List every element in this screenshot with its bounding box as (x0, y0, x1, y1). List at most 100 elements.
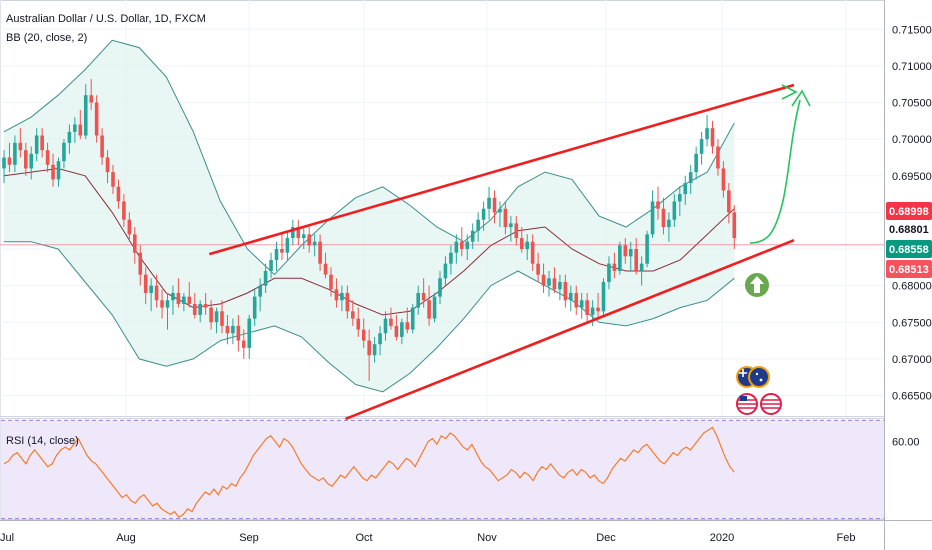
candle (645, 230, 649, 268)
candle-body (372, 344, 377, 356)
candle (634, 238, 638, 275)
candle-body (356, 318, 361, 330)
candle (541, 263, 546, 293)
candle (231, 318, 235, 345)
candle-body (454, 241, 459, 253)
candle (187, 281, 192, 308)
candle-body (389, 318, 393, 326)
price-tag-box (886, 240, 932, 258)
candle-body (443, 263, 448, 279)
candle-body (51, 164, 55, 180)
candle-body (345, 292, 350, 312)
candle (105, 150, 110, 184)
candle (182, 292, 186, 312)
candle-body (547, 278, 551, 286)
price-tag: 0.68558 (886, 240, 932, 258)
aud-flag-icon (736, 366, 770, 388)
candle-body (209, 307, 213, 323)
candle (607, 256, 611, 290)
price-tick-label: 0.67000 (892, 354, 932, 366)
candle-body (2, 157, 6, 169)
candle-body (525, 241, 529, 250)
candle (329, 267, 333, 297)
lower-channel-trendline (344, 239, 795, 421)
candle-body (601, 281, 606, 312)
candle (345, 285, 350, 319)
candle-body (285, 238, 290, 253)
candle-body (541, 274, 546, 286)
candle (122, 194, 126, 228)
candle (688, 164, 693, 195)
candle-body (231, 325, 235, 334)
candle-body (394, 325, 399, 337)
candle-body (291, 227, 295, 239)
price-tag-box (886, 220, 932, 238)
rsi-axis[interactable]: 60.00 (892, 436, 920, 448)
candle (667, 212, 671, 242)
candle-body (133, 234, 137, 253)
candle (732, 205, 737, 250)
candle (410, 303, 415, 334)
candle-body (329, 274, 333, 290)
candle (519, 227, 524, 253)
candle-body (678, 194, 682, 202)
candle-body (438, 278, 442, 297)
candle (252, 289, 257, 326)
candle (318, 234, 322, 271)
price-tick-label: 0.69500 (892, 171, 932, 183)
candle (596, 292, 600, 319)
candle (579, 292, 584, 319)
candle-body (710, 128, 715, 147)
price-tag: 0.68513 (886, 260, 932, 278)
candle (334, 278, 339, 308)
candle (18, 128, 23, 158)
candle-body (514, 223, 519, 239)
candle-body (634, 249, 638, 271)
trend-lines[interactable] (208, 83, 795, 421)
candle-body (612, 263, 617, 271)
candle (247, 314, 252, 359)
candle (454, 234, 459, 264)
candle (67, 124, 72, 154)
candle (618, 241, 622, 275)
candle-body (721, 168, 726, 191)
candle (421, 278, 426, 308)
time-axis[interactable]: Jul Aug Sep Oct Nov Dec 2020 Feb (0, 532, 855, 544)
candle-body (656, 201, 660, 209)
candle-body (569, 292, 573, 301)
candle-body (585, 300, 589, 315)
candle (710, 120, 715, 154)
usd-flag-icon (736, 393, 782, 415)
candle (372, 336, 377, 363)
candle-body (628, 249, 633, 257)
candle (705, 114, 709, 147)
time-tick-label: Nov (477, 532, 497, 544)
candle (361, 318, 366, 348)
candle (416, 285, 420, 315)
candle (73, 117, 77, 143)
candle (356, 307, 361, 337)
candle (536, 252, 540, 282)
candle (127, 212, 132, 242)
price-tag-box (886, 202, 932, 220)
candle-body (192, 303, 197, 315)
projection-arrow-curve[interactable] (749, 99, 801, 244)
candle-body (465, 241, 470, 250)
candle-body (705, 128, 709, 140)
candle (405, 307, 410, 334)
candle-body (83, 95, 88, 136)
candle (476, 212, 480, 242)
candle-body (427, 300, 431, 319)
candle (443, 256, 448, 286)
rsi-tick-label: 60.00 (892, 436, 920, 448)
price-tick-label: 0.67500 (892, 317, 932, 329)
candle (612, 252, 617, 279)
candle (547, 270, 551, 297)
candle-body (116, 186, 121, 202)
time-tick-label: Aug (116, 532, 136, 544)
candle-body (481, 208, 486, 220)
candle (481, 201, 486, 231)
candle-body (242, 340, 246, 348)
candle-body (416, 292, 420, 308)
